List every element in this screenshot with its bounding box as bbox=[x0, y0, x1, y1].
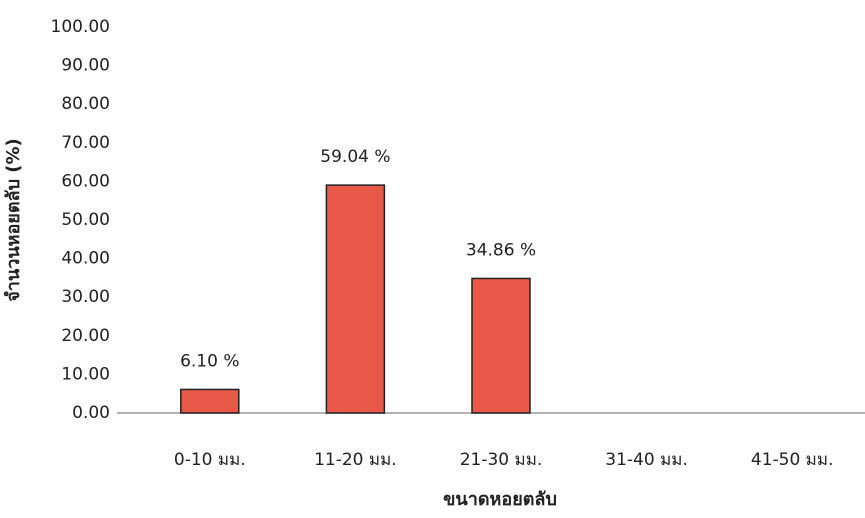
y-tick-label: 90.00 bbox=[61, 56, 110, 76]
y-tick-label: 100.00 bbox=[51, 17, 110, 37]
bar bbox=[472, 278, 530, 413]
y-tick-label: 40.00 bbox=[61, 249, 110, 269]
y-tick-label: 50.00 bbox=[61, 210, 110, 230]
y-tick-label: 70.00 bbox=[61, 133, 110, 153]
x-tick-label: 21-30 มม. bbox=[460, 450, 543, 470]
x-tick-label: 11-20 มม. bbox=[314, 450, 397, 470]
y-tick-label: 60.00 bbox=[61, 171, 110, 191]
chart: จำนวนหอยตลับ (%) ขนาดหอยตลับ 0.00 10.00 20… bbox=[0, 0, 865, 518]
bar bbox=[326, 185, 384, 413]
y-tick-label: 0.00 bbox=[72, 403, 110, 423]
y-tick-label: 80.00 bbox=[61, 94, 110, 114]
x-tick-label: 31-40 มม. bbox=[605, 450, 688, 470]
y-tick-label: 20.00 bbox=[61, 326, 110, 346]
x-tick-label: 41-50 มม. bbox=[751, 450, 834, 470]
value-label: 6.10 % bbox=[180, 351, 239, 371]
x-axis-title: ขนาดหอยตลับ bbox=[443, 489, 557, 510]
value-label: 34.86 % bbox=[466, 240, 536, 260]
y-tick-label: 10.00 bbox=[61, 364, 110, 384]
bar bbox=[181, 389, 239, 413]
x-tick-label: 0-10 มม. bbox=[174, 450, 246, 470]
y-axis-title: จำนวนหอยตลับ (%) bbox=[3, 138, 24, 302]
value-label: 59.04 % bbox=[320, 147, 390, 167]
y-tick-label: 30.00 bbox=[61, 287, 110, 307]
